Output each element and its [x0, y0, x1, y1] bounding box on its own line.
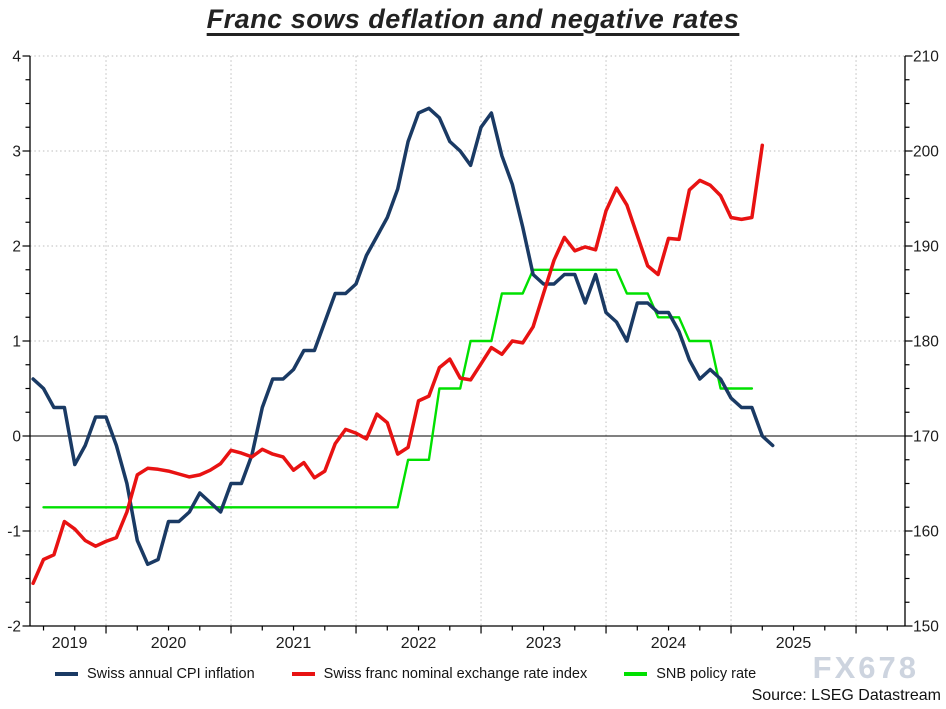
- legend-item-policy-rate: SNB policy rate: [624, 666, 756, 682]
- svg-text:210: 210: [913, 49, 939, 66]
- source-text: Source: LSEG Datastream: [751, 687, 941, 704]
- svg-text:2021: 2021: [276, 635, 312, 652]
- watermark-text: FX678: [812, 650, 919, 685]
- svg-text:2024: 2024: [651, 635, 687, 652]
- chart-title: Franc sows deflation and negative rates: [206, 4, 740, 34]
- fx-line-swatch-icon: [291, 672, 315, 676]
- legend-label-cpi: Swiss annual CPI inflation: [87, 666, 255, 682]
- svg-text:200: 200: [913, 144, 939, 161]
- policy-line-swatch-icon: [624, 672, 648, 676]
- svg-text:2019: 2019: [52, 635, 88, 652]
- svg-text:150: 150: [913, 619, 939, 636]
- svg-text:160: 160: [913, 524, 939, 541]
- svg-text:2020: 2020: [151, 635, 187, 652]
- svg-text:1: 1: [12, 334, 21, 351]
- legend-item-fx-index: Swiss franc nominal exchange rate index: [291, 666, 588, 682]
- cpi-line-swatch-icon: [55, 672, 78, 676]
- chart-legend: Swiss annual CPI inflation Swiss franc n…: [55, 666, 756, 682]
- svg-text:2023: 2023: [526, 635, 562, 652]
- svg-text:3: 3: [12, 144, 21, 161]
- legend-label-policy-rate: SNB policy rate: [656, 666, 757, 682]
- svg-text:-1: -1: [7, 524, 21, 541]
- legend-item-cpi: Swiss annual CPI inflation: [55, 666, 255, 682]
- svg-text:4: 4: [12, 49, 21, 66]
- svg-text:170: 170: [913, 429, 939, 446]
- svg-text:180: 180: [913, 334, 939, 351]
- svg-text:2025: 2025: [776, 635, 812, 652]
- svg-text:190: 190: [913, 239, 939, 256]
- svg-text:2022: 2022: [401, 635, 437, 652]
- svg-text:-2: -2: [7, 619, 21, 636]
- svg-text:2: 2: [12, 239, 21, 256]
- svg-text:0: 0: [12, 429, 21, 446]
- legend-label-fx-index: Swiss franc nominal exchange rate index: [323, 666, 588, 682]
